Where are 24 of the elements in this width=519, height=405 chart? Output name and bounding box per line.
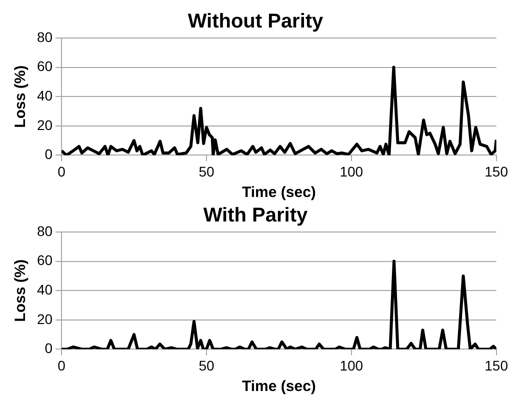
- y-tick-label: 80: [36, 222, 53, 239]
- y-axis-title: Loss (%): [12, 259, 30, 322]
- chart-title: Without Parity: [188, 10, 324, 33]
- y-tick-label: 40: [36, 87, 53, 104]
- x-axis-title: Time (sec): [242, 184, 316, 202]
- chart-title: With Parity: [203, 204, 309, 227]
- x-tick-label: 100: [340, 163, 364, 180]
- x-tick-label: 50: [198, 163, 214, 180]
- y-tick-label: 60: [36, 58, 53, 74]
- y-axis-title: Loss (%): [12, 65, 30, 128]
- x-tick-label: 150: [484, 357, 508, 374]
- x-tick-label: 0: [58, 357, 66, 374]
- y-tick-label: 60: [36, 252, 53, 268]
- y-tick-label: 40: [36, 281, 53, 298]
- x-tick-label: 100: [340, 357, 364, 374]
- y-tick-label: 0: [44, 340, 53, 356]
- y-tick-label: 0: [44, 146, 53, 162]
- y-tick-label: 80: [36, 28, 53, 45]
- y-tick-label: 20: [36, 116, 53, 133]
- x-tick-label: 0: [58, 163, 66, 180]
- x-axis-title: Time (sec): [242, 378, 316, 396]
- x-tick-label: 150: [484, 163, 508, 180]
- y-tick-label: 20: [36, 310, 53, 327]
- x-tick-label: 50: [198, 357, 214, 374]
